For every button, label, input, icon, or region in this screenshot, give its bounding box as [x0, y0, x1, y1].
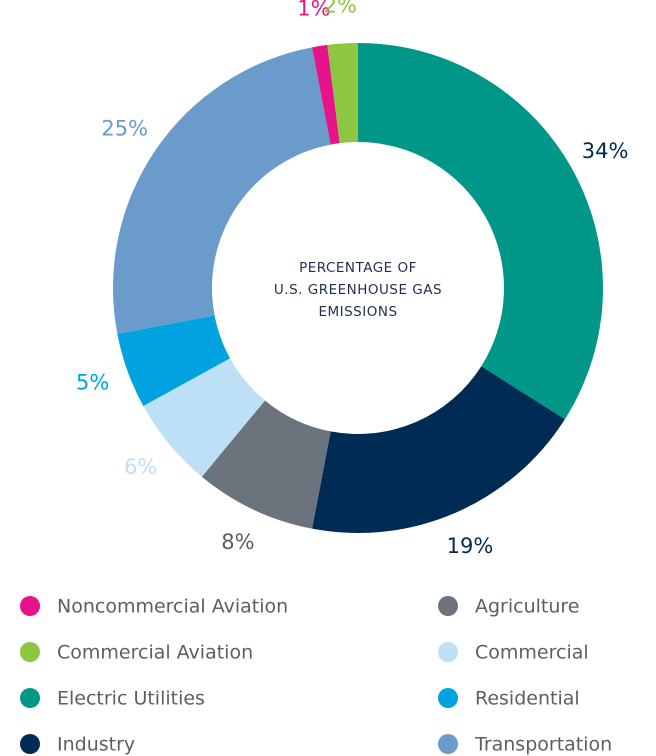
slice-label: 2% [324, 0, 357, 18]
slice-label: 34% [582, 139, 629, 163]
donut-slice [143, 358, 265, 477]
slice-label: 5% [76, 371, 109, 395]
center-text: PERCENTAGE OF [299, 260, 417, 276]
donut-slice [327, 43, 358, 144]
donut-slice [358, 43, 603, 420]
donut-slice [312, 44, 340, 145]
slice-label: 1% [297, 0, 330, 20]
legend-label: Noncommercial Aviation [57, 596, 288, 618]
donut-slice [117, 315, 231, 407]
legend-marker [438, 596, 458, 616]
legend-label: Agriculture [475, 596, 580, 618]
legend-label: Transportation [474, 734, 612, 756]
donut-slice [312, 366, 565, 533]
legend-marker [438, 642, 458, 662]
slice-label: 6% [124, 455, 157, 479]
legend-label: Commercial Aviation [57, 642, 253, 664]
legend-label: Commercial [475, 642, 589, 664]
center-text: EMISSIONS [318, 304, 397, 320]
legend-label: Industry [57, 734, 135, 756]
slice-label: 8% [221, 530, 254, 554]
slice-label: 19% [447, 534, 494, 558]
donut-slice [113, 47, 331, 334]
legend-marker [20, 734, 40, 754]
legend-label: Electric Utilities [57, 688, 205, 710]
legend-marker [438, 734, 458, 754]
legend-marker [20, 642, 40, 662]
legend-marker [438, 688, 458, 708]
legend-marker [20, 596, 40, 616]
legend-label: Residential [475, 688, 580, 710]
donut-slice [201, 400, 331, 529]
center-text: U.S. GREENHOUSE GAS [274, 282, 442, 298]
slice-label: 25% [101, 116, 148, 140]
legend-marker [20, 688, 40, 708]
